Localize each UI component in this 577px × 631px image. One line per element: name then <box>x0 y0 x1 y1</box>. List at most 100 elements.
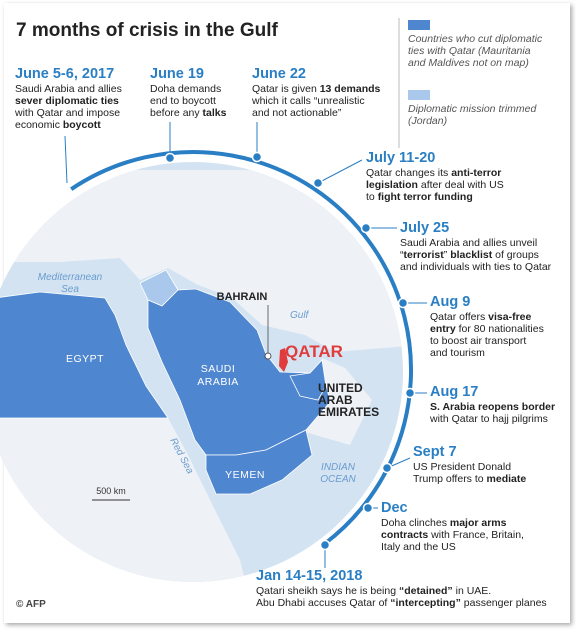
event-text-segment: major arms <box>450 517 507 529</box>
timeline-dot <box>397 297 409 309</box>
event-text-segment: to <box>366 191 378 203</box>
timeline-dot <box>319 539 331 551</box>
event-date: June 5-6, 2017 <box>15 66 114 82</box>
event-text: Doha clinches major arms contracts with F… <box>381 517 524 553</box>
event-text-segment: before any <box>150 107 203 119</box>
event-date: Jan 14-15, 2018 <box>256 568 362 584</box>
event-text-segment: contracts <box>381 529 428 541</box>
event-text: Saudi Arabia and allies sever diplomatic … <box>14 83 122 131</box>
event-text-segment: Italy and the US <box>381 541 456 553</box>
event-text: Doha demands end to boycott before any tal… <box>150 83 227 119</box>
gulf-label: Gulf <box>290 310 310 321</box>
event-text: S. Arabia reopens border with Qatar to ha… <box>429 401 555 425</box>
land-oman <box>305 358 372 445</box>
event-text-segment: for 80 nationalities <box>456 323 544 335</box>
map <box>0 162 403 582</box>
event-date: Dec <box>381 500 408 516</box>
event-text-segment: in UAE. <box>453 585 492 597</box>
saudi-arabia <box>147 288 331 456</box>
event-text-segment: passenger planes <box>461 597 547 609</box>
event-text-segment: sever diplomatic ties <box>15 95 119 107</box>
event-date: Aug 17 <box>430 384 478 400</box>
event-date: June 22 <box>252 66 306 82</box>
event-date: June 19 <box>150 66 204 82</box>
qatar-label: QATAR <box>285 342 343 361</box>
event-text-segment: anti-terror <box>451 167 501 179</box>
credit: © AFP <box>16 599 46 610</box>
event-text-segment: “ <box>400 249 404 261</box>
ocean-label-line: OCEAN <box>320 474 356 485</box>
event-date: July 11-20 <box>366 150 435 166</box>
uae-label-line: ARAB <box>318 393 353 407</box>
uae-label: UNITED ARAB EMIRATES <box>318 381 379 419</box>
event-text-segment: “intercepting” <box>390 597 461 609</box>
event-text-segment: fight terror funding <box>378 191 473 203</box>
event-text: Qatar changes its anti-terror legislation… <box>366 167 504 203</box>
event-text-segment: Qatari sheikh says he is being <box>256 585 399 597</box>
event-text-segment: Abu Dhabi accuses Qatar of <box>256 597 390 609</box>
event-text-segment: of groups <box>492 249 539 261</box>
sea-label-line: Mediterranean <box>38 272 103 283</box>
legend-line: (Jordan) <box>408 115 447 127</box>
event-text-segment: Qatar offers <box>430 311 488 323</box>
event-text-segment: talks <box>203 107 227 119</box>
leader-line <box>317 159 363 184</box>
legend-line: Countries who cut diplomatic <box>408 33 543 45</box>
timeline-dot <box>164 152 176 164</box>
event-text-segment: and tourism <box>430 347 485 359</box>
legend-text: Diplomatic mission trimmed (Jordan) <box>408 103 538 127</box>
event-text-segment: Trump offers to <box>413 473 487 485</box>
event-text-segment: legislation <box>366 179 418 191</box>
legend-swatch <box>408 20 430 30</box>
event-text-segment: economic <box>15 119 63 131</box>
event-date: Aug 9 <box>430 294 470 310</box>
event-text-segment: 13 demands <box>320 83 381 95</box>
event-text-segment: to boost air transport <box>430 335 526 347</box>
timeline-dot <box>381 462 393 474</box>
event-text-segment: and not actionable” <box>252 107 342 119</box>
event-text-segment: S. Arabia reopens border <box>430 401 555 413</box>
event-text-segment: with Qatar to hajj pilgrims <box>429 413 548 425</box>
event-text-segment: entry <box>430 323 456 335</box>
country-label-line: ARABIA <box>197 376 239 388</box>
event-text-segment: US President Donald <box>413 461 511 473</box>
timeline-dot <box>404 387 416 399</box>
event-text-segment: Qatar is given <box>252 83 320 95</box>
timeline: Countries who cut diplomatic ties with Qa… <box>14 20 555 609</box>
event-text-segment: visa-free <box>488 311 531 323</box>
ocean-label-line: INDIAN <box>321 462 356 473</box>
event-text: Qatari sheikh says he is being “detained… <box>256 585 547 609</box>
event-text-segment: blacklist <box>450 249 493 261</box>
event-text-segment: terrorist <box>404 249 445 261</box>
timeline-dot <box>360 222 372 234</box>
bahrain-marker <box>264 352 272 360</box>
event-text: Saudi Arabia and allies unveil “terrorist… <box>400 237 552 273</box>
event-text-segment: Doha clinches <box>381 517 450 529</box>
event-text-segment: “detained” <box>399 585 453 597</box>
event-text-segment: boycott <box>63 119 101 131</box>
timeline-dot <box>312 177 324 189</box>
legend-line: and Maldives not on map) <box>408 57 529 69</box>
sea-label: Mediterranean Sea <box>38 272 103 295</box>
timeline-dot <box>251 151 263 163</box>
event-text: Qatar is given 13 demands which it calls … <box>251 83 381 119</box>
event-date: July 25 <box>400 220 449 236</box>
egypt <box>0 291 169 419</box>
country-label: SAUDI ARABIA <box>197 363 239 388</box>
sea-label-line: Sea <box>61 284 79 295</box>
event-text-segment: Qatar changes its <box>366 167 451 179</box>
event-text-segment: with Qatar and impose <box>14 107 120 119</box>
uae-label-line: UNITED <box>318 381 363 395</box>
scale-label: 500 km <box>96 486 126 496</box>
event-text-segment: end to boycott <box>150 95 216 107</box>
qatar-shape <box>279 348 288 372</box>
event-text-segment: which it calls “unrealistic <box>251 95 365 107</box>
yemen <box>205 429 313 495</box>
event-text-segment: Saudi Arabia and allies unveil <box>400 237 537 249</box>
event-text: Qatar offers visa-free entry for 80 natio… <box>430 311 544 359</box>
legend-line: ties with Qatar (Mauritania <box>408 45 531 57</box>
event-date: Sept 7 <box>413 444 457 460</box>
country-label: EGYPT <box>66 353 104 365</box>
timeline-dot <box>362 502 374 514</box>
